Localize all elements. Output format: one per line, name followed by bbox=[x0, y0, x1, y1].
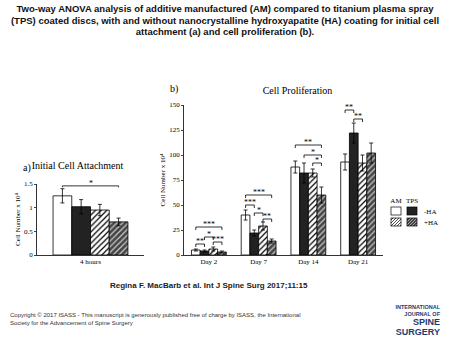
svg-text:b): b) bbox=[170, 85, 178, 95]
svg-text:**: ** bbox=[263, 212, 271, 221]
html-text:Two-way ANOVA analysis of addi: Two-way ANOVA analysis of additive manuf… bbox=[11, 3, 439, 37]
svg-text:**: ** bbox=[345, 103, 353, 112]
svg-text:1.5: 1.5 bbox=[24, 180, 33, 188]
svg-text:Day 21: Day 21 bbox=[348, 258, 369, 266]
svg-text:**: ** bbox=[196, 237, 204, 246]
svg-text:25: 25 bbox=[173, 226, 181, 234]
svg-text:75: 75 bbox=[173, 176, 181, 184]
svg-text:50: 50 bbox=[173, 201, 181, 209]
svg-text:0: 0 bbox=[29, 251, 33, 259]
svg-text:a): a) bbox=[23, 162, 31, 174]
svg-text:Day 7: Day 7 bbox=[250, 258, 267, 266]
svg-text:**: ** bbox=[304, 138, 312, 147]
svg-text:TPS: TPS bbox=[406, 197, 418, 205]
svg-text:*: * bbox=[207, 230, 211, 239]
svg-text:*: * bbox=[257, 206, 261, 215]
svg-text:Day 2: Day 2 bbox=[200, 258, 217, 266]
svg-text:0: 0 bbox=[176, 251, 180, 259]
svg-text:***: *** bbox=[203, 220, 215, 229]
svg-text:*: * bbox=[315, 156, 319, 165]
svg-text:1: 1 bbox=[29, 204, 33, 212]
svg-text:*: * bbox=[311, 148, 315, 157]
html-text:JOURNAL OF: JOURNAL OF bbox=[404, 310, 440, 317]
svg-text:***: *** bbox=[212, 235, 224, 244]
svg-text:125: 125 bbox=[169, 126, 180, 134]
svg-text:150: 150 bbox=[169, 101, 180, 109]
svg-text:Cell Proliferation: Cell Proliferation bbox=[263, 85, 333, 96]
html-text:SPINE: SPINE bbox=[413, 317, 440, 327]
svg-text:4 hours: 4 hours bbox=[80, 258, 101, 266]
svg-text:+HA: +HA bbox=[424, 219, 438, 227]
svg-text:Cell Number x 10⁴: Cell Number x 10⁴ bbox=[159, 153, 167, 206]
svg-text:Day 14: Day 14 bbox=[298, 258, 319, 266]
html-text:Regina F. MacBarb et al. Int J: Regina F. MacBarb et al. Int J Spine Sur… bbox=[110, 281, 308, 290]
svg-text:***: *** bbox=[253, 188, 265, 197]
svg-text:***: *** bbox=[244, 198, 256, 207]
html-text:Copyright © 2017 ISASS - This: Copyright © 2017 ISASS - This manuscript… bbox=[10, 312, 301, 326]
html-text:SURGERY: SURGERY bbox=[395, 327, 440, 337]
svg-text:*: * bbox=[89, 179, 93, 188]
svg-text:0.5: 0.5 bbox=[24, 228, 33, 236]
svg-text:Cell Number x 10⁴: Cell Number x 10⁴ bbox=[14, 193, 22, 246]
html-text:INTERNATIONAL: INTERNATIONAL bbox=[395, 304, 440, 310]
svg-text:**: ** bbox=[354, 112, 362, 121]
svg-text:Initial Cell Attachment: Initial Cell Attachment bbox=[32, 160, 124, 171]
svg-text:AM: AM bbox=[390, 197, 402, 205]
svg-text:-HA: -HA bbox=[424, 208, 436, 216]
svg-text:100: 100 bbox=[169, 151, 180, 159]
